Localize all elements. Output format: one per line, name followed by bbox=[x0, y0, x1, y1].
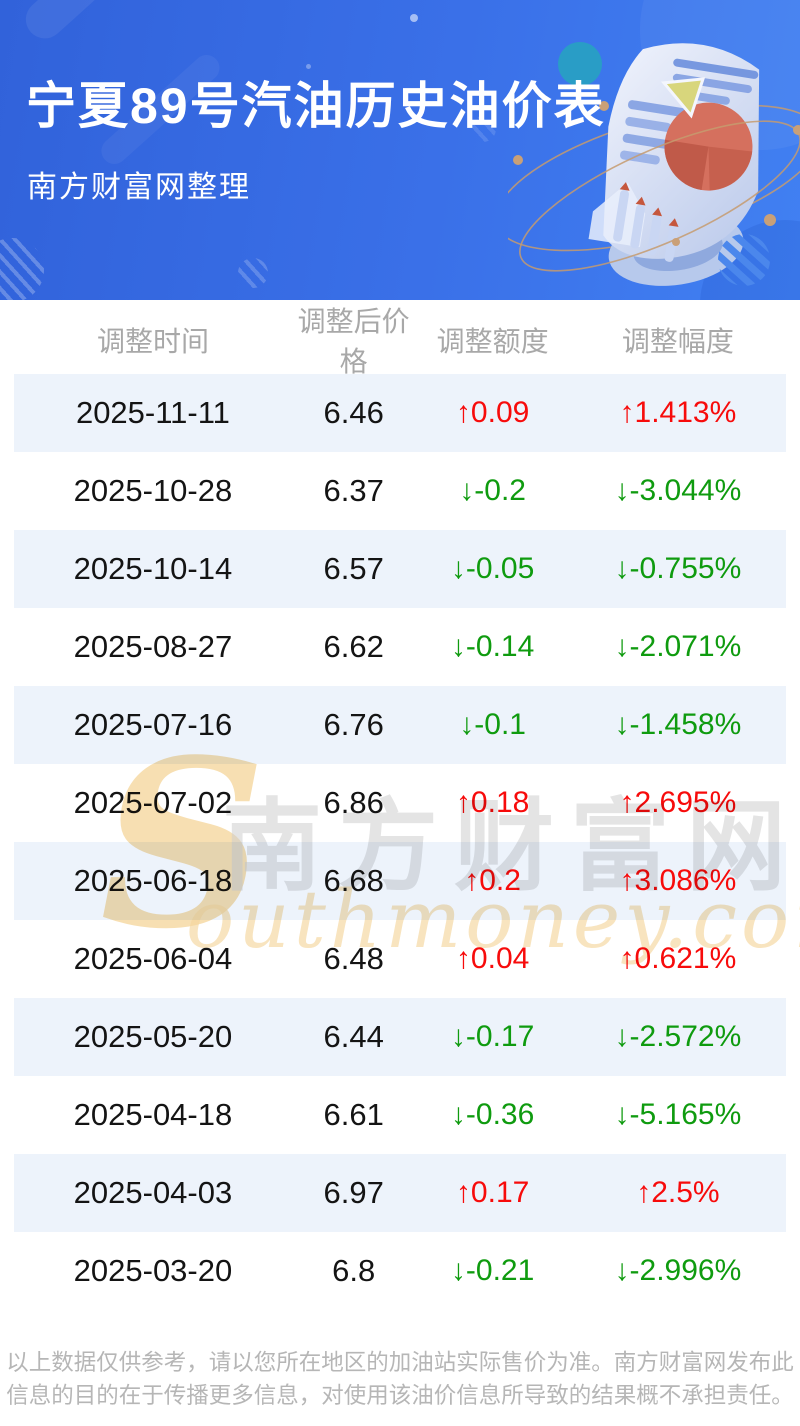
header-adjust-date: 调整时间 bbox=[96, 326, 209, 357]
cell-date: 2025-06-04 bbox=[73, 941, 233, 976]
cell-price: 6.68 bbox=[323, 863, 384, 898]
banner: 宁夏89号汽油历史油价表 南方财富网整理 bbox=[0, 0, 800, 300]
cell-change-amount: ↓-0.17 bbox=[450, 1020, 535, 1053]
cell-change-amount: ↑0.17 bbox=[455, 1176, 530, 1209]
cell-change-percent: ↓-1.458% bbox=[614, 708, 742, 741]
table-row: 2025-04-18 6.61 ↓-0.36 ↓-5.165% bbox=[14, 1076, 786, 1154]
cell-price: 6.46 bbox=[323, 395, 384, 430]
cell-price: 6.86 bbox=[323, 785, 384, 820]
cell-change-amount: ↓-0.14 bbox=[450, 630, 535, 663]
table-row: 2025-10-14 6.57 ↓-0.05 ↓-0.755% bbox=[14, 530, 786, 608]
cell-price: 6.62 bbox=[323, 629, 384, 664]
cell-date: 2025-03-20 bbox=[73, 1253, 233, 1288]
cell-change-amount: ↓-0.2 bbox=[459, 474, 526, 507]
cell-change-percent: ↑1.413% bbox=[619, 396, 737, 429]
cell-change-amount: ↓-0.21 bbox=[450, 1254, 535, 1287]
cell-date: 2025-11-11 bbox=[75, 395, 230, 430]
cell-price: 6.44 bbox=[323, 1019, 384, 1054]
cell-change-percent: ↓-2.572% bbox=[614, 1020, 742, 1053]
cell-change-amount: ↓-0.1 bbox=[459, 708, 526, 741]
cell-date: 2025-06-18 bbox=[73, 863, 233, 898]
table-row: 2025-10-28 6.37 ↓-0.2 ↓-3.044% bbox=[14, 452, 786, 530]
dot-decoration bbox=[410, 14, 418, 22]
table-row: 2025-08-27 6.62 ↓-0.14 ↓-2.071% bbox=[14, 608, 786, 686]
cell-date: 2025-07-16 bbox=[73, 707, 233, 742]
cell-price: 6.76 bbox=[323, 707, 384, 742]
cell-price: 6.57 bbox=[323, 551, 384, 586]
header-adjusted-price: 调整后价格 bbox=[297, 306, 410, 377]
cell-change-amount: ↓-0.36 bbox=[450, 1098, 535, 1131]
table-row: 2025-06-04 6.48 ↑0.04 ↑0.621% bbox=[14, 920, 786, 998]
table-row: 2025-11-11 6.46 ↑0.09 ↑1.413% bbox=[14, 374, 786, 452]
cell-change-percent: ↑0.621% bbox=[619, 942, 737, 975]
disclaimer-text: 以上数据仅供参考，请以您所在地区的加油站实际售价为准。南方财富网发布此信息的目的… bbox=[6, 1350, 794, 1408]
cell-date: 2025-08-27 bbox=[73, 629, 233, 664]
header-adjust-rate: 调整幅度 bbox=[621, 326, 734, 357]
cell-change-percent: ↓-5.165% bbox=[614, 1098, 742, 1131]
cell-change-percent: ↓-2.996% bbox=[614, 1254, 742, 1287]
cell-change-percent: ↓-3.044% bbox=[614, 474, 742, 507]
cell-change-amount: ↑0.2 bbox=[464, 864, 521, 897]
cell-date: 2025-05-20 bbox=[73, 1019, 233, 1054]
cell-date: 2025-04-18 bbox=[73, 1097, 233, 1132]
table-row: 2025-04-03 6.97 ↑0.17 ↑2.5% bbox=[14, 1154, 786, 1232]
cell-price: 6.61 bbox=[323, 1097, 384, 1132]
page-footer: 以上数据仅供参考，请以您所在地区的加油站实际售价为准。南方财富网发布此信息的目的… bbox=[0, 1310, 800, 1412]
table-header-row: 调整时间 调整后价格 调整额度 调整幅度 bbox=[14, 300, 786, 377]
cell-date: 2025-04-03 bbox=[73, 1175, 233, 1210]
table-row: 2025-03-20 6.8 ↓-0.21 ↓-2.996% bbox=[14, 1232, 786, 1310]
cell-change-percent: ↓-2.071% bbox=[614, 630, 742, 663]
striped-dot-decoration bbox=[0, 238, 44, 300]
page-subtitle: 南方财富网整理 bbox=[27, 171, 251, 204]
table-row: 2025-07-16 6.76 ↓-0.1 ↓-1.458% bbox=[14, 686, 786, 764]
cell-change-amount: ↓-0.05 bbox=[450, 552, 535, 585]
cell-change-percent: ↑3.086% bbox=[619, 864, 737, 897]
cell-change-amount: ↑0.09 bbox=[455, 396, 530, 429]
cell-change-percent: ↑2.5% bbox=[636, 1176, 720, 1209]
table-row: 2025-07-02 6.86 ↑0.18 ↑2.695% bbox=[14, 764, 786, 842]
cell-change-percent: ↑2.695% bbox=[619, 786, 737, 819]
banner-stripe-decoration bbox=[18, 0, 215, 47]
cell-price: 6.37 bbox=[323, 473, 384, 508]
cell-date: 2025-10-14 bbox=[73, 551, 233, 586]
cell-price: 6.48 bbox=[323, 941, 384, 976]
cell-date: 2025-07-02 bbox=[73, 785, 233, 820]
table-row: 2025-05-20 6.44 ↓-0.17 ↓-2.572% bbox=[14, 998, 786, 1076]
cell-change-percent: ↓-0.755% bbox=[614, 552, 742, 585]
striped-dot-decoration bbox=[238, 258, 268, 288]
document-chart-illustration bbox=[508, 42, 800, 286]
cell-price: 6.97 bbox=[323, 1175, 384, 1210]
cell-change-amount: ↑0.04 bbox=[455, 942, 530, 975]
cell-price: 6.8 bbox=[332, 1253, 376, 1288]
price-table: 调整时间 调整后价格 调整额度 调整幅度 2025-11-11 6.46 ↑0.09… bbox=[0, 300, 800, 1310]
cell-date: 2025-10-28 bbox=[73, 473, 233, 508]
header-adjust-amount: 调整额度 bbox=[436, 326, 549, 357]
cell-change-amount: ↑0.18 bbox=[455, 786, 530, 819]
table-body: 2025-11-11 6.46 ↑0.09 ↑1.413% 2025-10-28 6.37… bbox=[0, 374, 800, 1310]
table-row: 2025-06-18 6.68 ↑0.2 ↑3.086% bbox=[14, 842, 786, 920]
page-title: 宁夏89号汽油历史油价表 bbox=[26, 78, 606, 134]
